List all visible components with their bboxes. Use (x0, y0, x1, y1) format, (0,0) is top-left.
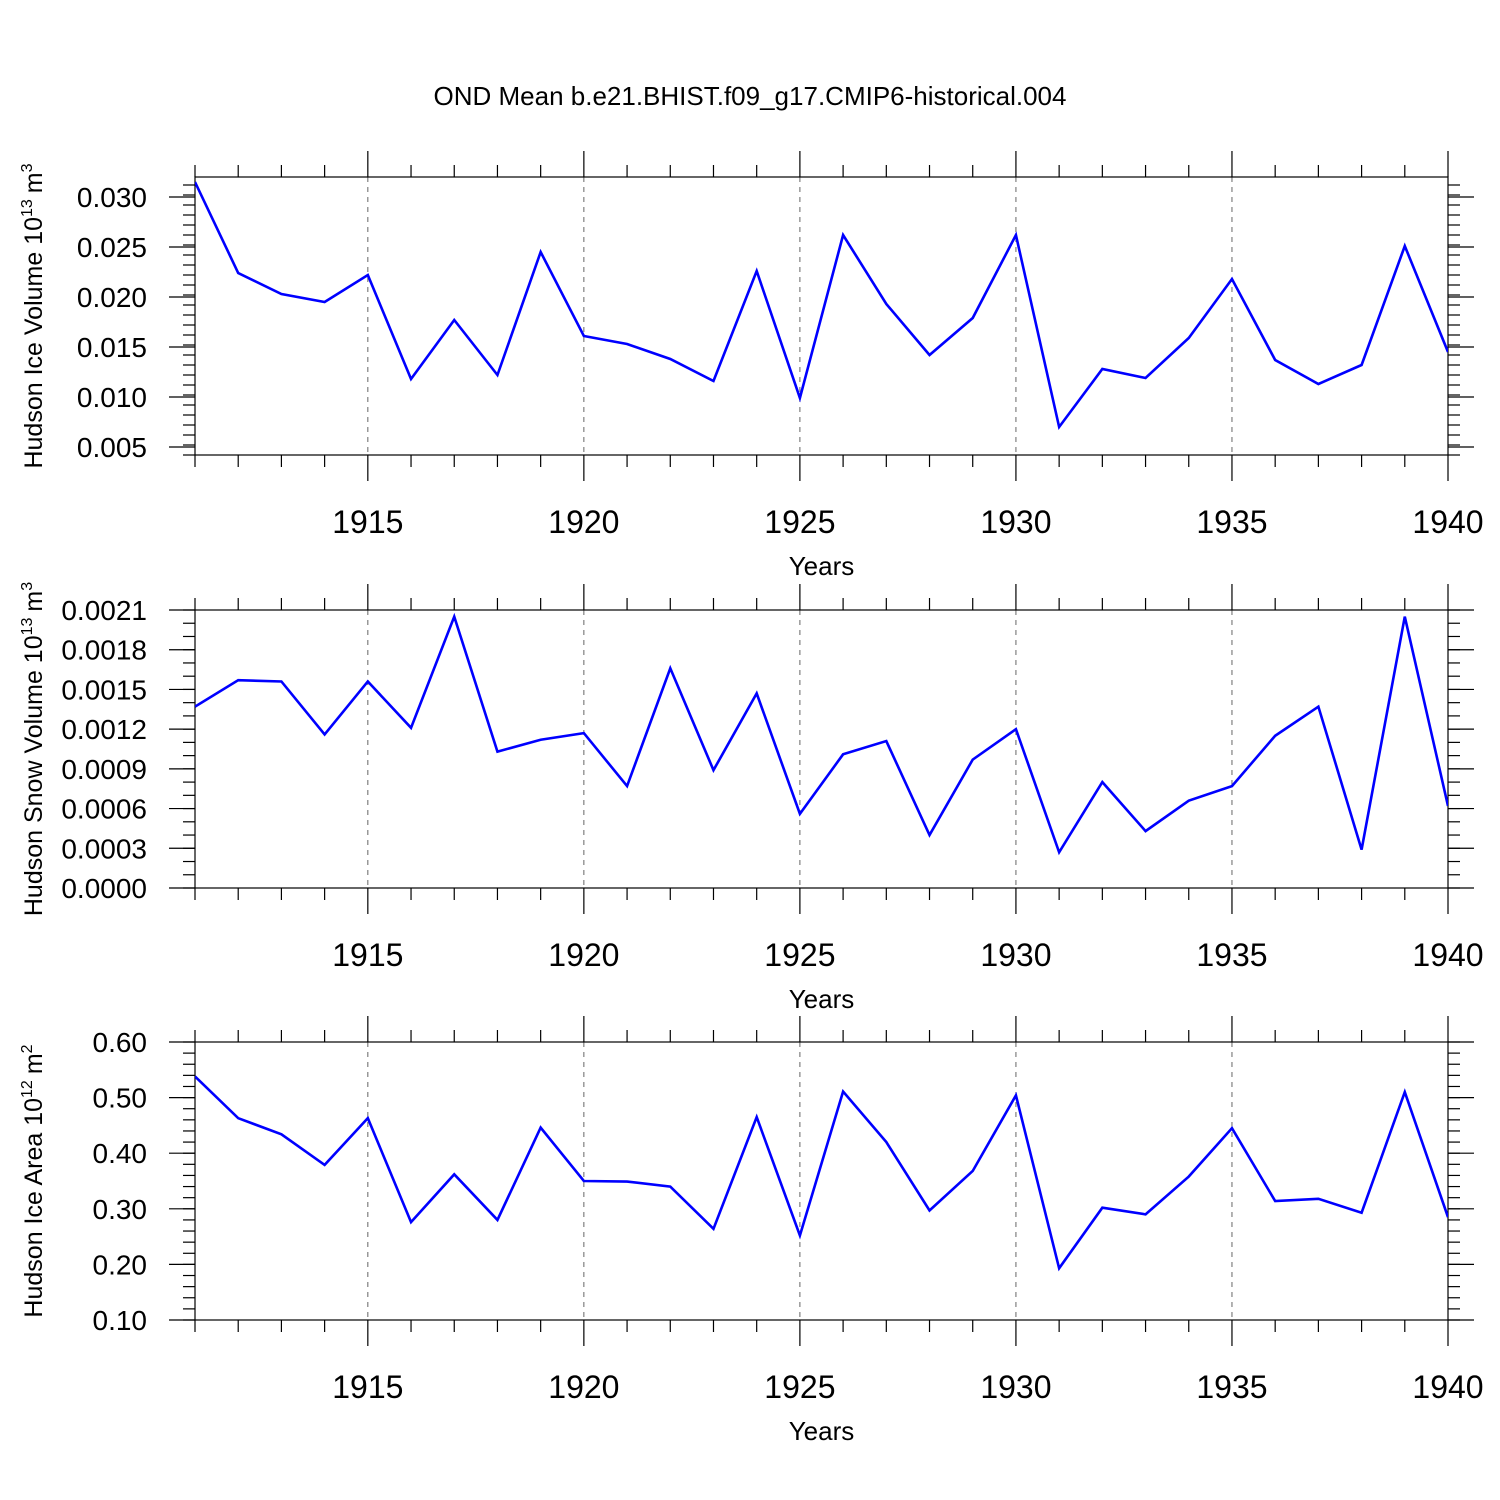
series-line-snow-volume (195, 612, 1448, 856)
x-tick-label: 1935 (1196, 504, 1267, 540)
chart-panel-ice-area: 0.10 0.20 0.30 0.40 0.50 0.60 1915 1920 1925 1930… (19, 1016, 1484, 1446)
y-tick-label: 0.0000 (61, 873, 147, 904)
x-tick-label: 1925 (764, 1369, 835, 1405)
y-axis-label-exponent: 13 (19, 617, 36, 635)
chart-panel-snow-volume: 0.0000 0.0003 0.0006 0.0009 0.0012 0.0015 0.00… (19, 582, 1484, 1014)
y-axis-label-exponent: 13 (19, 199, 36, 217)
x-tick-label: 1940 (1412, 504, 1483, 540)
plot-frame (194, 1041, 1449, 1321)
y-tick-label: 0.10 (93, 1305, 148, 1336)
x-tick-label: 1925 (764, 504, 835, 540)
y-tick-label: 0.0012 (61, 714, 147, 745)
y-axis-label-unit-exponent: 3 (19, 163, 36, 172)
x-axis-label: Years (789, 551, 855, 581)
y-tick-label: 0.50 (93, 1083, 148, 1114)
y-tick-label: 0.0003 (61, 833, 147, 864)
x-tick-label: 1915 (332, 1369, 403, 1405)
y-axis-label-unit: m (20, 591, 48, 612)
y-tick-label: 0.0006 (61, 794, 147, 825)
x-tick-label: 1915 (332, 504, 403, 540)
chart-panel-ice-volume: 0.005 0.010 0.015 0.020 0.025 0.030 1915 1920 19… (19, 151, 1484, 581)
y-axis-label-unit-exponent: 3 (19, 582, 36, 591)
y-tick-label: 0.030 (77, 182, 147, 213)
y-axis-label-unit: m (20, 1053, 48, 1074)
y-axis-label-unit: m (20, 172, 48, 193)
y-axis-label: Hudson Ice Area 1012 m2 (19, 1044, 48, 1317)
plot-frame (194, 176, 1449, 456)
y-axis-label-text: Hudson Ice Volume 10 (20, 217, 48, 469)
x-tick-label: 1930 (980, 1369, 1051, 1405)
y-tick-label: 0.30 (93, 1194, 148, 1225)
y-axis-label-exponent: 12 (19, 1080, 36, 1098)
y-tick-label: 0.60 (93, 1027, 148, 1058)
x-tick-label: 1935 (1196, 937, 1267, 973)
x-tick-label: 1915 (332, 937, 403, 973)
x-tick-label: 1925 (764, 937, 835, 973)
x-tick-label: 1935 (1196, 1369, 1267, 1405)
y-tick-label: 0.015 (77, 332, 147, 363)
y-tick-label: 0.40 (93, 1138, 148, 1169)
series-line-ice-volume (195, 181, 1448, 431)
y-tick-label: 0.005 (77, 432, 147, 463)
y-tick-label: 0.0018 (61, 635, 147, 666)
x-tick-label: 1940 (1412, 937, 1483, 973)
plot-frame (194, 609, 1449, 889)
y-axis-label-unit-exponent: 2 (19, 1044, 36, 1053)
y-tick-label: 0.025 (77, 232, 147, 263)
x-tick-label: 1920 (548, 504, 619, 540)
y-tick-label: 0.20 (93, 1249, 148, 1280)
y-tick-label: 0.0015 (61, 674, 147, 705)
y-tick-label: 0.0021 (61, 595, 147, 626)
y-axis-label: Hudson Snow Volume 1013 m3 (19, 582, 48, 916)
x-tick-label: 1940 (1412, 1369, 1483, 1405)
y-axis-label-text: Hudson Ice Area 10 (20, 1098, 48, 1318)
x-axis-label: Years (789, 984, 855, 1014)
y-axis-label: Hudson Ice Volume 1013 m3 (19, 163, 48, 468)
x-tick-label: 1930 (980, 937, 1051, 973)
x-axis-label: Years (789, 1416, 855, 1446)
panels: 0.005 0.010 0.015 0.020 0.025 0.030 1915 1920 19… (19, 151, 1484, 1446)
x-tick-label: 1930 (980, 504, 1051, 540)
y-tick-label: 0.020 (77, 282, 147, 313)
y-tick-label: 0.010 (77, 382, 147, 413)
y-tick-label: 0.0009 (61, 754, 147, 785)
y-axis-label-text: Hudson Snow Volume 10 (20, 635, 48, 916)
x-tick-label: 1920 (548, 1369, 619, 1405)
x-tick-label: 1920 (548, 937, 619, 973)
series-line-ice-area (195, 1075, 1448, 1272)
figure-title: OND Mean b.e21.BHIST.f09_g17.CMIP6-histo… (434, 81, 1067, 111)
